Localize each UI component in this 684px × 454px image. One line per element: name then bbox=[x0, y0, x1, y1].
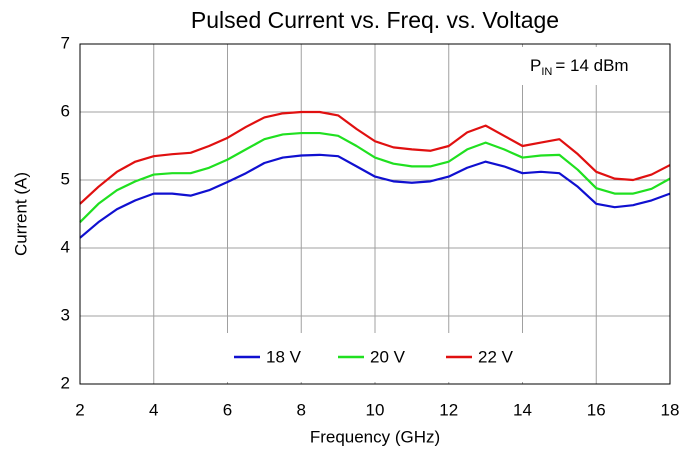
chart-title: Pulsed Current vs. Freq. vs. Voltage bbox=[191, 7, 559, 33]
x-tick-label: 16 bbox=[587, 400, 606, 419]
series-line bbox=[79, 153, 671, 239]
annotation-box bbox=[522, 47, 668, 85]
annotation: PIN = 14 dBm bbox=[530, 56, 629, 77]
y-tick-label: 2 bbox=[61, 373, 70, 392]
x-tick-label: 6 bbox=[223, 400, 232, 419]
x-tick-label: 4 bbox=[149, 400, 158, 419]
x-tick-label: 18 bbox=[661, 400, 680, 419]
series-line bbox=[79, 110, 671, 205]
legend-box bbox=[224, 333, 528, 382]
annotation-sub: IN bbox=[541, 66, 552, 78]
y-axis-label: Current (A) bbox=[11, 172, 30, 256]
legend-label: 20 V bbox=[370, 347, 406, 366]
y-tick-label: 3 bbox=[61, 305, 70, 324]
annotation-base: P bbox=[530, 56, 541, 75]
legend-label: 18 V bbox=[266, 347, 302, 366]
x-tick-label: 10 bbox=[366, 400, 385, 419]
annotation-rest: = 14 dBm bbox=[555, 56, 628, 75]
y-tick-label: 5 bbox=[61, 169, 70, 188]
x-tick-label: 2 bbox=[75, 400, 84, 419]
series-line bbox=[79, 131, 671, 223]
plot-frame bbox=[79, 43, 671, 385]
x-tick-label: 14 bbox=[513, 400, 532, 419]
legend-label: 22 V bbox=[478, 347, 514, 366]
x-tick-label: 12 bbox=[439, 400, 458, 419]
y-tick-label: 7 bbox=[61, 33, 70, 52]
y-tick-label: 4 bbox=[61, 237, 70, 256]
x-axis-label: Frequency (GHz) bbox=[310, 427, 440, 446]
x-tick-label: 8 bbox=[297, 400, 306, 419]
y-tick-label: 6 bbox=[61, 101, 70, 120]
